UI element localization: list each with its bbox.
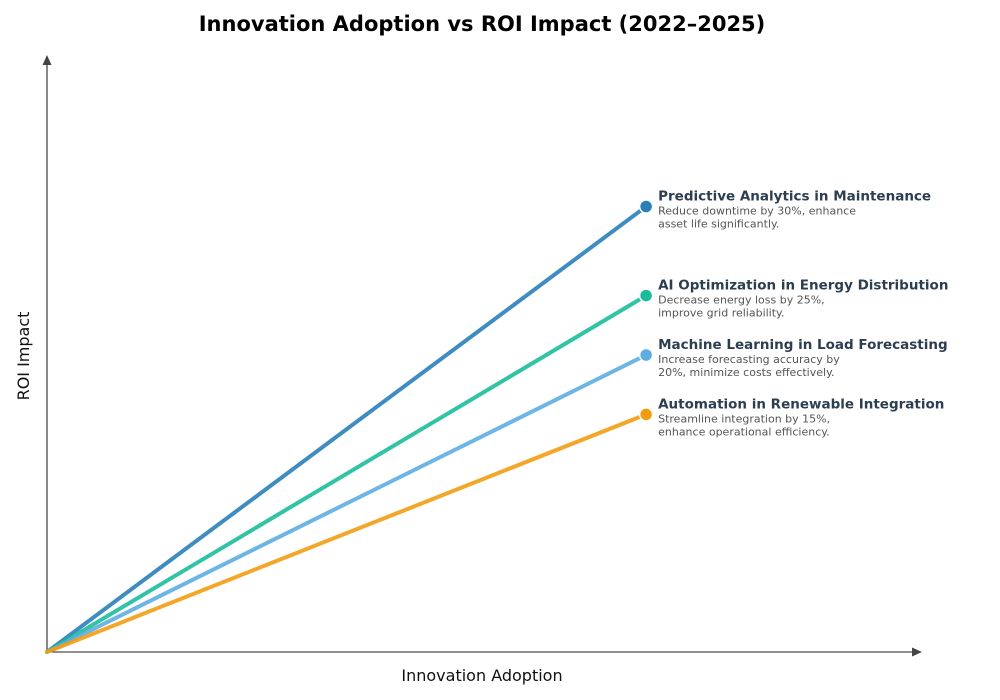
y-axis-arrow — [42, 55, 52, 65]
x-axis-arrow — [912, 647, 922, 657]
series-description: Reduce downtime by 30%, enhance — [658, 205, 856, 218]
series-line — [45, 204, 649, 654]
series-end-point — [638, 199, 654, 214]
series-0: Predictive Analytics in MaintenanceReduc… — [45, 189, 931, 654]
series-end-point — [638, 407, 654, 422]
x-axis — [47, 647, 922, 657]
y-axis — [42, 55, 52, 652]
series-label: Automation in Renewable Integration — [658, 396, 944, 412]
x-axis-label: Innovation Adoption — [401, 666, 562, 685]
series-description: improve grid reliability. — [658, 307, 784, 320]
series-2: Machine Learning in Load ForecastingIncr… — [45, 337, 948, 654]
series-label: Machine Learning in Load Forecasting — [658, 337, 948, 353]
series-end-point — [638, 347, 654, 363]
series-description: Increase forecasting accuracy by — [658, 353, 840, 366]
series-description: 20%, minimize costs effectively. — [658, 366, 834, 379]
series-line — [45, 353, 649, 654]
series-1: AI Optimization in Energy DistributionDe… — [45, 278, 948, 654]
y-axis-label: ROI Impact — [14, 312, 33, 401]
series-end-point — [638, 288, 654, 303]
series-label: Predictive Analytics in Maintenance — [658, 189, 931, 205]
series-label: AI Optimization in Energy Distribution — [658, 278, 948, 294]
series-3: Automation in Renewable IntegrationStrea… — [45, 396, 944, 654]
series-description: Streamline integration by 15%, — [658, 412, 830, 425]
chart-title: Innovation Adoption vs ROI Impact (2022–… — [199, 12, 766, 36]
series-description: asset life significantly. — [658, 218, 779, 231]
series-line — [45, 293, 649, 654]
series-description: Decrease energy loss by 25%, — [658, 294, 825, 307]
series-description: enhance operational efficiency. — [658, 425, 830, 438]
series-line — [45, 412, 649, 654]
series-layer: Predictive Analytics in MaintenanceReduc… — [45, 189, 948, 654]
